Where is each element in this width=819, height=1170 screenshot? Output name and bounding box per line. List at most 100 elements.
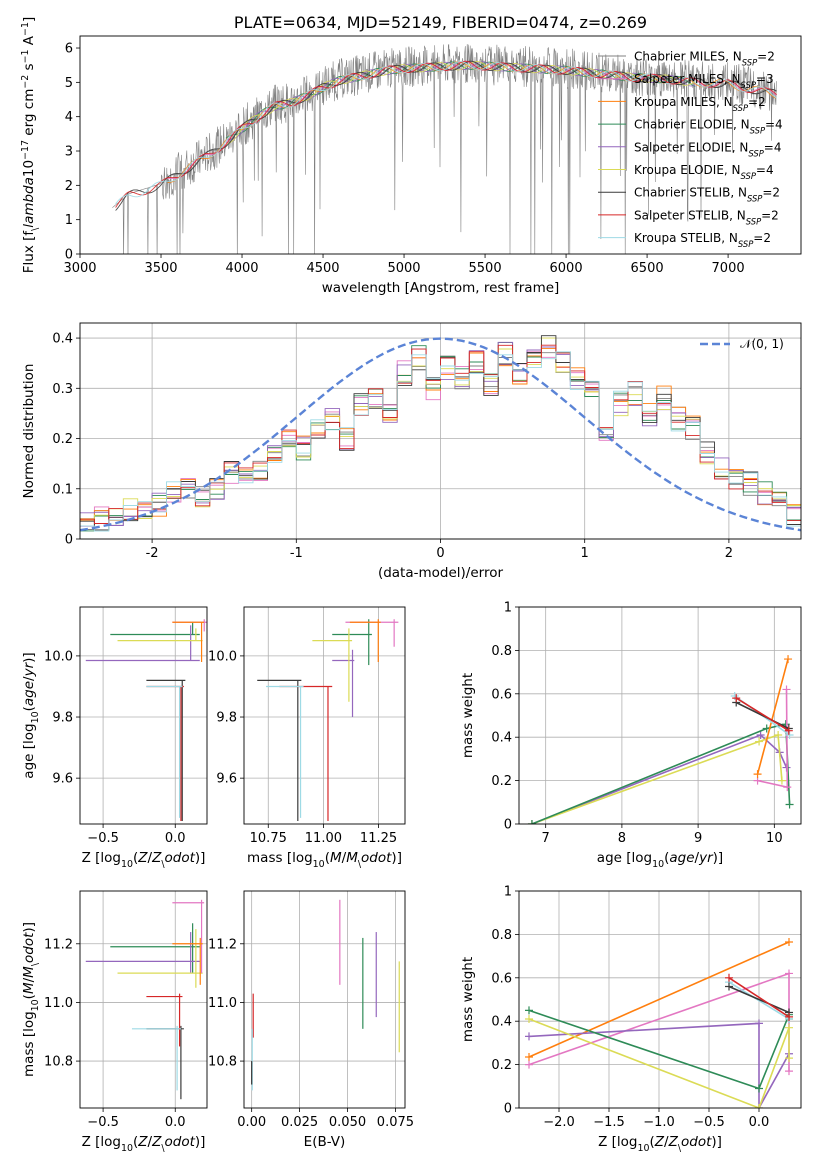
axes-mass-weight-vs-age: 7 8 9 10 0 0.2 0.4 0.6 0.8 1 age [log10(age/yr)] ma… <box>460 601 802 870</box>
y-tick-label: 10.0 <box>208 649 237 664</box>
x-tick-label: 4000 <box>225 261 258 276</box>
weight-point <box>525 1053 533 1062</box>
weight-point <box>785 1012 793 1021</box>
y-tick-label: 0.4 <box>491 1015 512 1030</box>
weight-point <box>525 1032 533 1041</box>
y-tick-label: 11.0 <box>208 996 237 1011</box>
x-tick-label: −1.0 <box>643 1115 675 1130</box>
legend-label: Kroupa STELIB, NSSP=2 <box>634 231 771 249</box>
histogram-step <box>80 351 801 532</box>
y-tick-label: 10.8 <box>44 1055 73 1070</box>
plot-area <box>257 619 399 821</box>
weight-point <box>774 731 783 740</box>
axes-frame <box>79 606 208 825</box>
y-tick-label: 0 <box>65 533 73 548</box>
y-tick-label: 9.6 <box>216 772 237 787</box>
weight-line <box>728 985 790 1014</box>
y-tick-label: 10.8 <box>208 1055 237 1070</box>
model-spectrum <box>115 61 777 204</box>
axes-mass-vs-metallicity: −0.5 0.0 10.8 11.0 11.2 Z [log10(Z/Z\odot)] ma… <box>21 890 208 1154</box>
x-tick-label: 11.25 <box>360 831 397 846</box>
axes-frame <box>79 35 802 255</box>
weight-point <box>725 982 733 991</box>
y-tick-label: 0.4 <box>52 332 73 347</box>
plot-area <box>112 44 777 254</box>
y-tick-label: 1 <box>504 601 512 616</box>
axes-age-vs-mass: 10.75 11.00 11.25 9.6 9.8 10.0 mass [log10(M/M… <box>208 606 406 870</box>
x-tick-label: −1.5 <box>593 1115 625 1130</box>
plot-area <box>85 619 207 821</box>
plot-area <box>80 335 801 532</box>
weight-line <box>528 941 790 1058</box>
y-tick-label: 0.3 <box>52 382 73 397</box>
x-axis-label: Z [log10(Z/Z\odot)] <box>82 1134 206 1154</box>
y-tick-label: 11.0 <box>44 996 73 1011</box>
weight-point <box>777 776 786 785</box>
normal-curve <box>80 337 801 532</box>
weight-point <box>525 1015 533 1024</box>
x-tick-label: 5500 <box>469 261 502 276</box>
axes-frame <box>243 606 406 825</box>
weight-point <box>525 1060 533 1069</box>
legend-label: Salpeter MILES, NSSP=3 <box>634 72 774 90</box>
weight-point <box>756 731 765 740</box>
y-tick-label: 0.8 <box>491 928 512 943</box>
weight-point <box>785 1067 793 1076</box>
weight-point <box>782 685 791 694</box>
weight-line <box>756 658 789 775</box>
x-axis-label: Z [log10(Z/Z\odot)] <box>82 850 206 870</box>
weight-point <box>785 1023 793 1032</box>
weight-line <box>728 977 790 1018</box>
x-tick-label: 0 <box>436 546 444 561</box>
plot-area <box>251 899 400 1091</box>
x-axis-label: Z [log10(Z/Z\odot)] <box>598 1134 722 1154</box>
y-tick-label: 9.6 <box>52 772 73 787</box>
x-tick-label: 1 <box>581 546 589 561</box>
weight-line <box>528 1022 790 1108</box>
axes-spectrum: 3000 3500 4000 4500 5000 5500 6000 6500 7000 0 1 2 3… <box>20 13 802 296</box>
x-axis-label: age [log10(age/yr)] <box>597 850 723 870</box>
y-axis-label: mass weight <box>460 673 476 758</box>
x-tick-label: 0.075 <box>377 1115 414 1130</box>
chart-title: PLATE=0634, MJD=52149, FIBERID=0474, z=0… <box>234 13 647 32</box>
x-tick-label: -1 <box>290 546 303 561</box>
x-tick-label: 0.050 <box>329 1115 366 1130</box>
legend-label: Kroupa ELODIE, NSSP=4 <box>634 163 774 181</box>
model-spectrum <box>225 61 696 141</box>
x-tick-label: −0.5 <box>87 831 119 846</box>
y-tick-label: 0 <box>504 1102 512 1117</box>
x-tick-label: 4500 <box>306 261 339 276</box>
y-tick-label: 10.0 <box>44 649 73 664</box>
weight-point <box>785 969 793 978</box>
plot-area <box>525 937 793 1108</box>
y-tick-label: 0.2 <box>491 774 512 789</box>
x-tick-label: 7 <box>542 831 550 846</box>
weight-point <box>785 1054 793 1063</box>
y-tick-label: 0.8 <box>491 644 512 659</box>
y-axis-label: age [log10(age/yr)] <box>21 652 41 778</box>
weight-point <box>785 731 794 740</box>
weight-point <box>784 655 793 664</box>
weight-point <box>785 937 793 946</box>
weight-point <box>784 726 793 735</box>
axes-residuals: -2 -1 0 1 2 0 0.1 0.2 0.3 0.4 (data-model)/error No… <box>21 322 802 581</box>
y-tick-label: 0 <box>65 248 73 263</box>
y-tick-label: 0.1 <box>52 482 73 497</box>
y-axis-label: Flux [f\lambda10−17 erg cm−2 s−1 A−1] <box>20 17 41 274</box>
y-tick-label: 1 <box>65 213 73 228</box>
x-tick-label: 0.025 <box>281 1115 318 1130</box>
x-tick-label: 9 <box>694 831 702 846</box>
y-tick-label: 2 <box>65 179 73 194</box>
y-tick-label: 9.8 <box>52 711 73 726</box>
weight-point <box>725 973 733 982</box>
legend-label: Chabrier MILES, NSSP=2 <box>634 50 775 68</box>
x-tick-label: 0.00 <box>237 1115 266 1130</box>
x-axis-label: (data-model)/error <box>378 565 504 581</box>
y-tick-label: 5 <box>65 76 73 91</box>
x-tick-label: 8 <box>618 831 626 846</box>
x-axis-label: mass [log10(M/M\odot)] <box>247 850 402 870</box>
weight-line <box>735 701 790 730</box>
axes-frame <box>518 890 802 1109</box>
y-tick-label: 0.2 <box>491 1058 512 1073</box>
